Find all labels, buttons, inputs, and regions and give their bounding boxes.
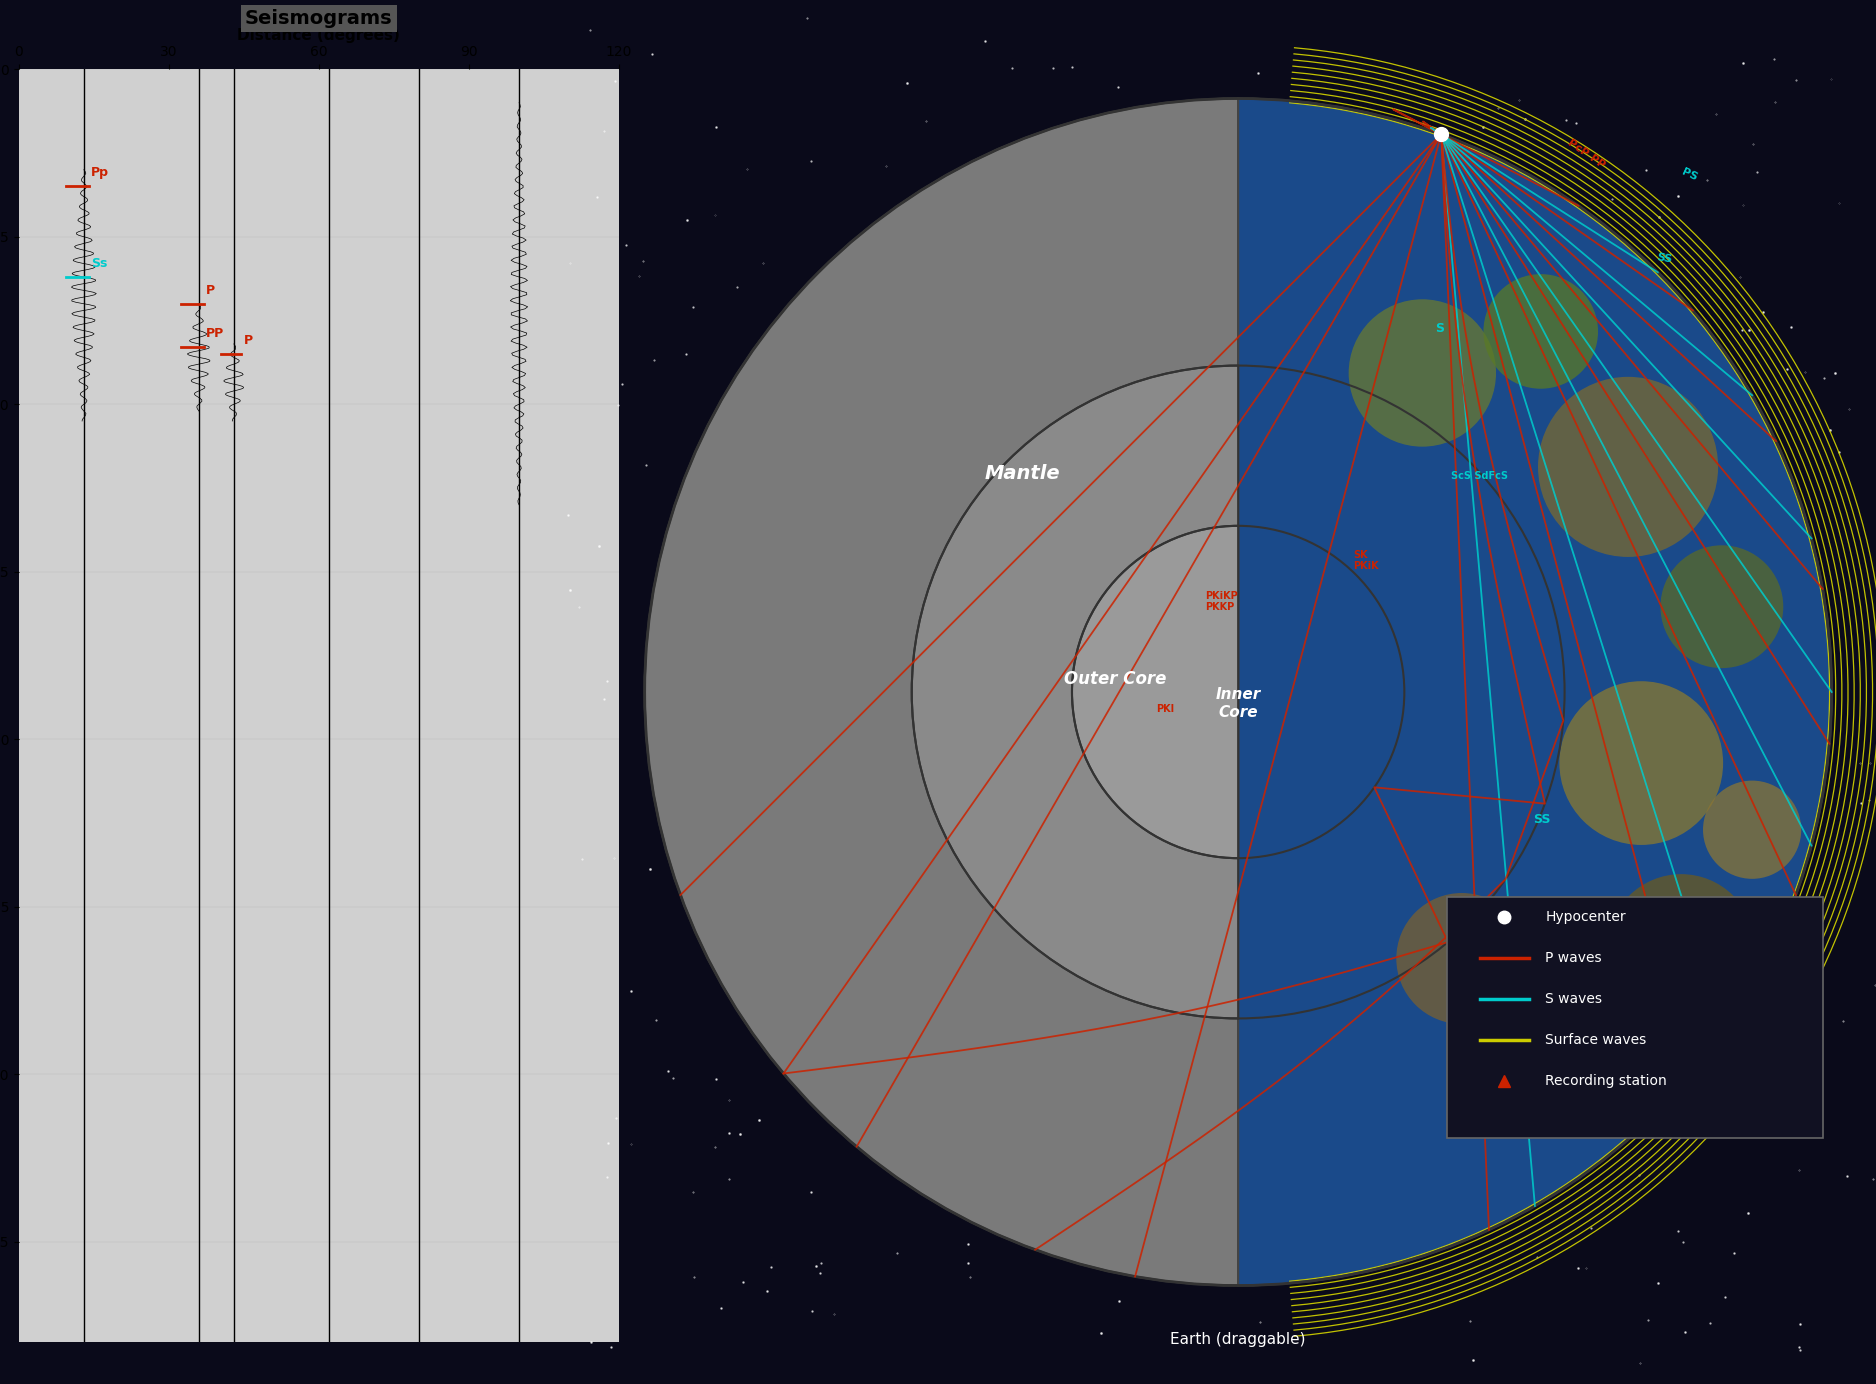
Text: PKiKP
PKKP: PKiKP PKKP bbox=[1206, 591, 1238, 612]
Text: SK
PKiK: SK PKiK bbox=[1353, 549, 1379, 572]
Text: S: S bbox=[1598, 919, 1608, 933]
Text: ScS SdFcS: ScS SdFcS bbox=[1450, 471, 1508, 482]
Text: Outer Core: Outer Core bbox=[1064, 670, 1167, 688]
Text: P: P bbox=[244, 334, 253, 347]
Title: Seismograms: Seismograms bbox=[246, 8, 392, 28]
Text: PKI: PKI bbox=[1156, 704, 1174, 714]
Circle shape bbox=[1703, 781, 1801, 879]
Text: PS: PS bbox=[1681, 166, 1700, 183]
Circle shape bbox=[1559, 681, 1724, 846]
FancyBboxPatch shape bbox=[1446, 897, 1823, 1138]
Text: P: P bbox=[206, 284, 216, 296]
Text: PP: PP bbox=[206, 327, 225, 340]
Text: Ss: Ss bbox=[92, 257, 107, 270]
Circle shape bbox=[1484, 274, 1598, 389]
Circle shape bbox=[1608, 875, 1754, 1021]
Circle shape bbox=[1538, 376, 1718, 556]
Wedge shape bbox=[912, 365, 1238, 1019]
Text: S waves: S waves bbox=[1546, 992, 1602, 1006]
Circle shape bbox=[1349, 299, 1495, 447]
Circle shape bbox=[1396, 893, 1527, 1024]
Text: SS: SS bbox=[1533, 812, 1550, 826]
X-axis label: Distance (degrees): Distance (degrees) bbox=[238, 28, 400, 43]
Circle shape bbox=[1660, 545, 1784, 668]
Text: Recording station: Recording station bbox=[1546, 1074, 1668, 1088]
Text: Inner
Core: Inner Core bbox=[1216, 688, 1261, 720]
Text: P waves: P waves bbox=[1546, 951, 1602, 965]
Wedge shape bbox=[1071, 526, 1238, 858]
Text: Mantle: Mantle bbox=[985, 464, 1060, 483]
Wedge shape bbox=[1238, 98, 1831, 1286]
Text: Pp: Pp bbox=[92, 166, 109, 180]
Text: PcP PP: PcP PP bbox=[1566, 137, 1606, 170]
Text: SS: SS bbox=[1657, 252, 1673, 264]
Text: Earth (draggable): Earth (draggable) bbox=[1171, 1331, 1306, 1347]
Wedge shape bbox=[645, 98, 1238, 1286]
Text: Surface waves: Surface waves bbox=[1546, 1032, 1647, 1046]
Text: S: S bbox=[1435, 322, 1445, 335]
Text: Hypocenter: Hypocenter bbox=[1546, 911, 1626, 925]
